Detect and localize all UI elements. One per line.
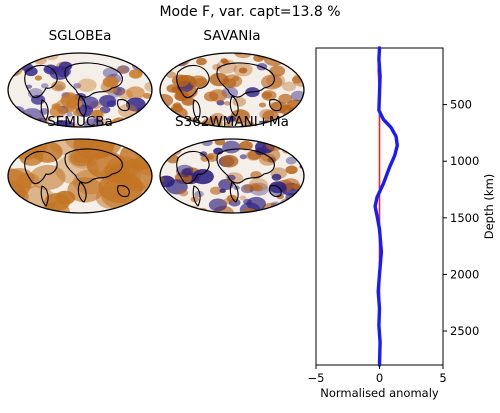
map-label-savani: SAVANIa — [203, 28, 261, 44]
y-axis-label: Depth (km) — [482, 174, 495, 240]
y-tick-label: 1500 — [450, 211, 479, 225]
y-tick-label: 500 — [450, 98, 472, 112]
map-label-s362: S362WMANI+Ma — [175, 114, 289, 130]
y-tick-label: 2500 — [450, 324, 479, 338]
depth-profile-chart: −5 0 5 500 1000 1500 2000 2500 Normalised anomal… — [308, 46, 495, 400]
map-sglobe — [7, 52, 153, 128]
y-tick-label: 2000 — [450, 267, 479, 281]
figure-title: Mode F, var. capt=13.8 % — [159, 4, 341, 20]
map-s362 — [159, 138, 305, 214]
x-axis-label: Normalised anomaly — [320, 386, 439, 400]
map-label-sglobe: SGLOBEa — [48, 28, 112, 44]
map-savani — [159, 52, 305, 128]
y-tick-label: 1000 — [450, 154, 479, 168]
profile-series-1 — [373, 46, 399, 367]
x-tick-label: −5 — [308, 371, 325, 385]
map-label-semucb: SEMUCBa — [47, 114, 113, 130]
x-tick-label: 0 — [376, 371, 383, 385]
x-tick-label: 5 — [439, 371, 446, 385]
map-semucb — [7, 138, 153, 214]
